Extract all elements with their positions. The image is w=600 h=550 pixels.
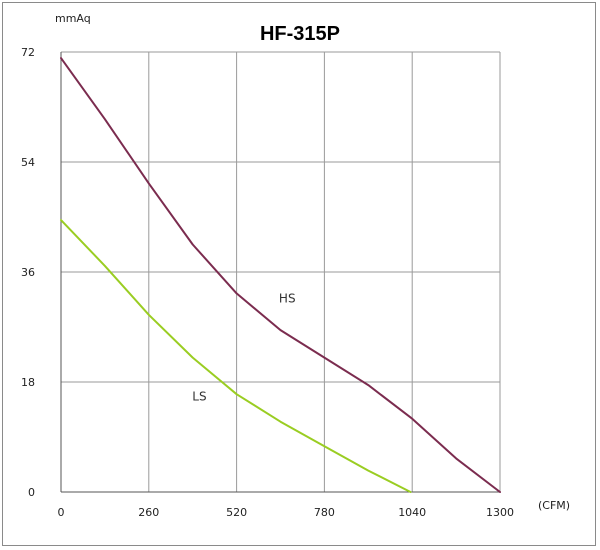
- x-tick-label-780: 780: [314, 506, 335, 519]
- x-tick-label-1040: 1040: [398, 506, 426, 519]
- chart-frame: [2, 2, 596, 546]
- x-tick-label-260: 260: [138, 506, 159, 519]
- tick-labels: 0 260 520 780 1040 1300 0 18 36 54 72: [21, 46, 514, 519]
- y-tick-label-72: 72: [21, 46, 35, 59]
- y-tick-label-54: 54: [21, 156, 35, 169]
- x-tick-label-520: 520: [226, 506, 247, 519]
- series-label-ls: LS: [192, 389, 206, 403]
- y-tick-label-18: 18: [21, 376, 35, 389]
- series-labels: HS LS: [192, 292, 295, 404]
- series-line-ls: [60, 219, 412, 493]
- series-lines: [60, 57, 501, 493]
- axes: [60, 52, 500, 493]
- y-axis-unit-label: mmAq: [55, 12, 91, 25]
- x-tick-label-1300: 1300: [486, 506, 514, 519]
- series-line-hs: [60, 57, 501, 493]
- x-axis-unit-label: (CFM): [538, 499, 570, 512]
- y-tick-label-0: 0: [28, 486, 35, 499]
- series-label-hs: HS: [279, 292, 296, 306]
- chart-title: HF-315P: [260, 23, 340, 45]
- y-tick-label-36: 36: [21, 266, 35, 279]
- grid-lines: [61, 51, 501, 492]
- x-tick-label-0: 0: [58, 506, 65, 519]
